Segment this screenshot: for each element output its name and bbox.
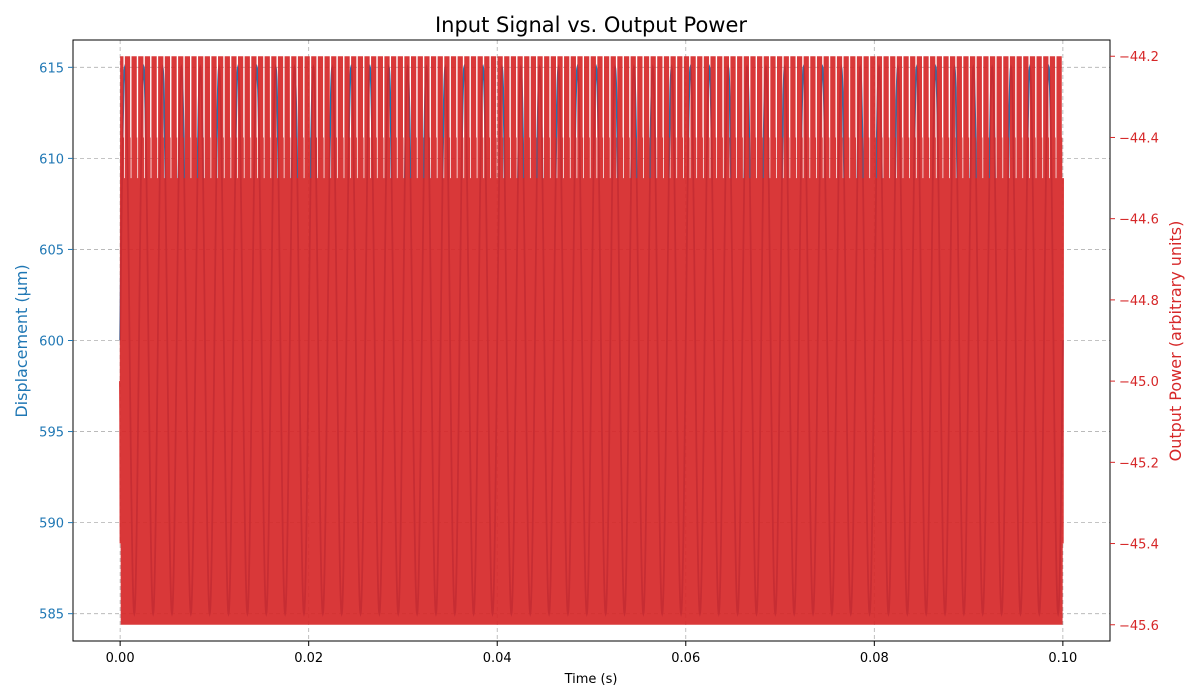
right-tick-label: −45.6 [1119, 619, 1159, 634]
output-power-series [119, 56, 1064, 625]
x-tick-label: 0.10 [1048, 651, 1077, 666]
right-tick-label: −44.8 [1119, 294, 1159, 309]
left-axis-label: Displacement (µm) [12, 264, 31, 417]
x-tick-label: 0.06 [671, 651, 700, 666]
x-tick-label: 0.02 [294, 651, 323, 666]
right-tick-label: −44.4 [1119, 131, 1159, 146]
chart-title: Input Signal vs. Output Power [435, 13, 747, 37]
right-y-axis: −45.6 −45.4 −45.2 −45.0 −44.8 −44.6 −44.4 −44.2 [1110, 50, 1159, 634]
right-tick-label: −44.2 [1119, 50, 1159, 65]
output-power-line [119, 56, 1064, 625]
right-tick-label: −45.0 [1119, 375, 1159, 390]
right-tick-label: −44.6 [1119, 213, 1159, 228]
x-axis: 0.00 0.02 0.04 0.06 0.08 0.10 [106, 641, 1077, 666]
left-tick-label: 590 [39, 517, 64, 532]
right-tick-label: −45.2 [1119, 456, 1159, 471]
left-y-axis: 585 590 595 600 605 610 615 [39, 61, 73, 623]
x-tick-label: 0.08 [860, 651, 889, 666]
left-tick-label: 610 [39, 152, 64, 167]
x-axis-label: Time (s) [564, 672, 618, 687]
left-tick-label: 615 [39, 61, 64, 76]
left-tick-label: 585 [39, 608, 64, 623]
left-tick-label: 595 [39, 426, 64, 441]
x-tick-label: 0.04 [483, 651, 512, 666]
left-tick-label: 600 [39, 335, 64, 350]
right-axis-label: Output Power (arbitrary units) [1166, 221, 1185, 462]
x-tick-label: 0.00 [106, 651, 135, 666]
right-tick-label: −45.4 [1119, 538, 1159, 553]
left-tick-label: 605 [39, 243, 64, 258]
